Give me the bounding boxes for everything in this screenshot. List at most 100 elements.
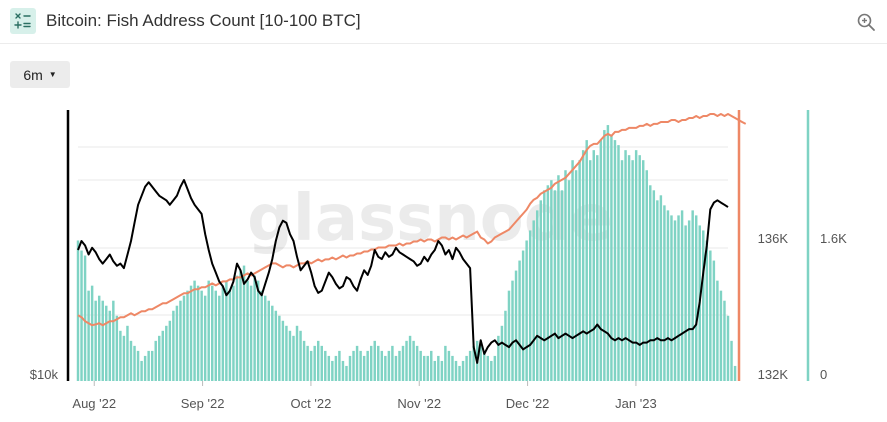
change-bar: [228, 290, 232, 381]
change-bar: [405, 340, 408, 381]
change-bar: [359, 350, 362, 381]
change-bar: [214, 290, 217, 381]
change-bar: [426, 355, 429, 381]
change-bar: [324, 350, 327, 381]
chart-title: Bitcoin: Fish Address Count [10-100 BTC]: [46, 11, 361, 30]
change-bar: [401, 345, 405, 381]
change-bar: [306, 345, 309, 381]
change-bar: [260, 290, 263, 381]
change-bar: [596, 155, 599, 381]
change-bar: [193, 280, 196, 381]
change-bar: [440, 360, 444, 381]
change-bar: [274, 310, 278, 381]
change-bar: [320, 345, 323, 381]
change-bar: [239, 270, 242, 381]
change-bar: [486, 355, 490, 381]
change-bar: [525, 240, 528, 381]
change-bar: [599, 140, 603, 381]
change-bar: [129, 340, 133, 381]
change-bar: [154, 340, 157, 381]
change-bar: [592, 150, 595, 381]
change-bar: [673, 220, 677, 381]
change-bar: [408, 335, 412, 381]
change-bar: [186, 290, 189, 381]
change-bar: [172, 310, 175, 381]
change-bar: [295, 325, 299, 381]
change-bar: [267, 300, 270, 381]
change-bar: [451, 355, 454, 381]
change-bar: [603, 130, 606, 381]
change-bar: [649, 185, 652, 381]
x-tick-label: Aug '22: [72, 396, 116, 411]
change-bar: [620, 160, 624, 381]
change-bar: [613, 140, 617, 381]
caret-down-icon: ▼: [48, 70, 57, 79]
change-bar: [369, 345, 373, 381]
change-bar: [281, 320, 285, 381]
change-bar: [299, 330, 302, 381]
change-bar: [150, 350, 154, 381]
change-bar: [345, 365, 348, 381]
address-count-line: [77, 113, 747, 327]
change-bar: [112, 300, 115, 381]
change-bar: [101, 300, 104, 381]
change-bar: [292, 335, 295, 381]
change-bar: [76, 240, 80, 381]
change-bar: [433, 360, 437, 381]
change-bar: [557, 175, 560, 381]
change-bar: [691, 210, 694, 381]
change-bar: [656, 200, 659, 381]
right2-tick-label: 0: [820, 367, 827, 382]
change-bar: [680, 210, 684, 381]
change-bar: [500, 325, 504, 381]
change-bar: [560, 190, 564, 381]
axes: $10k 132K 136K 0 1.6K Aug '22 Sep '22 Oct '22 No…: [30, 110, 847, 411]
change-bar: [553, 190, 557, 381]
change-bar: [221, 285, 225, 381]
change-bars: [76, 125, 737, 381]
change-bar: [705, 240, 709, 381]
change-bar: [567, 180, 571, 381]
change-bar: [122, 335, 126, 381]
change-bar: [175, 305, 179, 381]
change-bar: [543, 190, 546, 381]
change-bar: [242, 265, 246, 381]
change-bar: [377, 345, 380, 381]
change-bar: [94, 300, 97, 381]
change-bar: [726, 315, 730, 381]
change-bar: [211, 285, 214, 381]
right1-tick-label: 132K: [758, 367, 789, 382]
change-bar: [341, 360, 345, 381]
change-bar: [617, 145, 620, 381]
change-bar: [253, 275, 256, 381]
change-bar: [606, 125, 610, 381]
change-bar: [461, 360, 465, 381]
change-bar: [415, 345, 419, 381]
change-bar: [539, 200, 542, 381]
change-bar: [493, 355, 497, 381]
change-bar: [207, 280, 210, 381]
change-bar: [659, 195, 663, 381]
change-bar: [677, 215, 680, 381]
change-bar: [225, 280, 228, 381]
change-bar: [119, 330, 122, 381]
change-bar: [723, 300, 726, 381]
change-bar: [627, 155, 631, 381]
change-bar: [479, 345, 482, 381]
right2-tick-label: 1.6K: [820, 231, 847, 246]
change-bar: [309, 350, 313, 381]
change-bar: [158, 335, 161, 381]
zoom-in-icon[interactable]: [856, 12, 876, 32]
change-bar: [521, 250, 525, 381]
change-bar: [412, 340, 415, 381]
change-bar: [532, 220, 535, 381]
change-bar: [235, 275, 239, 381]
change-bar: [366, 350, 369, 381]
change-bar: [355, 345, 359, 381]
price-line: [77, 179, 729, 364]
range-dropdown-button[interactable]: 6m ▼: [10, 61, 70, 88]
change-bar: [316, 340, 320, 381]
change-bar: [264, 295, 267, 381]
change-bar: [719, 290, 723, 381]
change-bar: [115, 315, 119, 381]
